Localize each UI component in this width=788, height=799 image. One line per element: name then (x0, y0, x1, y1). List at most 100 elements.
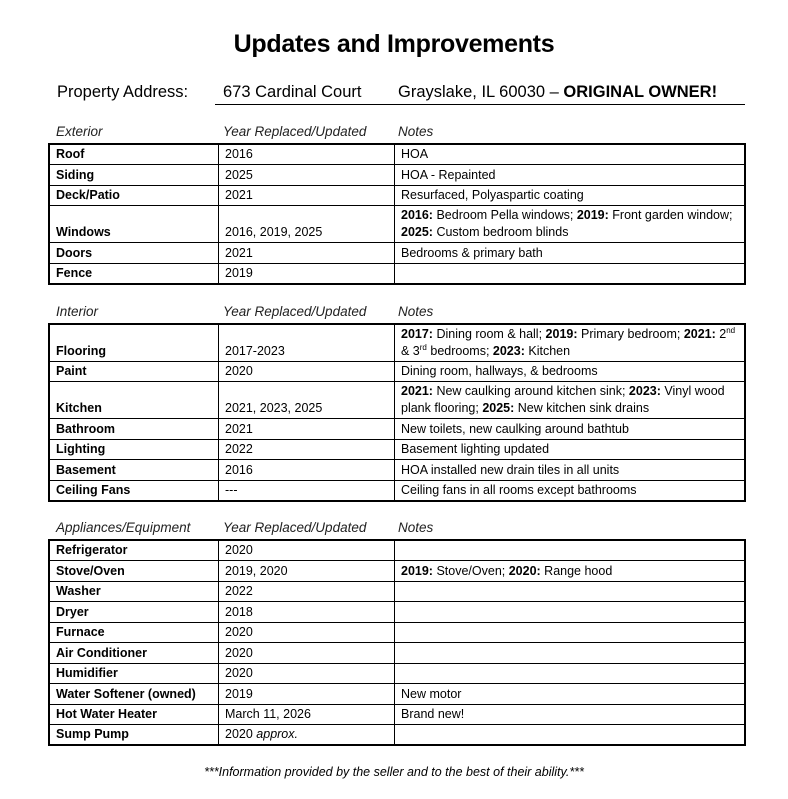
item-cell: Dryer (48, 601, 219, 623)
notes-text: 2016: (401, 208, 433, 222)
item-cell: Fence (48, 262, 219, 284)
table-row: Lighting 2022 Basement lighting updated (48, 438, 746, 460)
year-value: 2016 (225, 462, 253, 477)
year-value: 2021 (225, 245, 253, 260)
item-cell: Ceiling Fans (48, 479, 219, 501)
page-title: Updates and Improvements (233, 30, 555, 58)
item-cell: Furnace (48, 621, 219, 643)
item-cell: Sump Pump (48, 724, 219, 746)
notes-cell: 2016: Bedroom Pella windows; 2019: Front… (394, 205, 746, 243)
year-cell: 2021 (218, 418, 395, 440)
notes-text: Resurfaced, Polyaspartic coating (401, 188, 584, 202)
notes-text: bedrooms; (426, 343, 493, 358)
year-cell: 2016 (218, 459, 395, 481)
year-value: 2016, 2019, 2025 (225, 225, 323, 239)
notes-text: New motor (401, 686, 462, 701)
year-value: 2018 (225, 604, 253, 619)
year-suffix: approx. (252, 727, 298, 741)
year-cell: 2020 (218, 662, 395, 684)
year-value: 2020 (225, 543, 253, 557)
notes-cell: Dining room, hallways, & bedrooms (394, 360, 746, 382)
year-value: 2016 (225, 147, 253, 161)
notes-text: 2021: (683, 326, 716, 341)
item-cell: Deck/Patio (48, 184, 219, 206)
notes-cell: Bedrooms & primary bath (394, 242, 746, 264)
section-heading: Exterior (56, 124, 103, 139)
notes-cell (394, 621, 746, 643)
year-cell: 2019, 2020 (218, 560, 395, 582)
year-cell: 2017-2023 (218, 323, 395, 362)
item-cell: Basement (48, 459, 219, 481)
table-row: Basement 2016 HOA installed new drain tile… (48, 459, 746, 481)
section-header: Exterior Year Replaced/Updated Notes (48, 123, 746, 143)
address-underline (215, 104, 745, 105)
item-cell: Refrigerator (48, 539, 219, 561)
item-cell: Humidifier (48, 662, 219, 684)
year-value: 2017-2023 (225, 343, 285, 358)
section-table: Flooring 2017-2023 2017: Dining room & hal… (48, 323, 746, 502)
table-row: Hot Water Heater March 11, 2026 Brand new! (48, 703, 746, 725)
table-row: Refrigerator 2020 (48, 539, 746, 561)
table-row: Windows 2016, 2019, 2025 2016: Bedroom Pel… (48, 205, 746, 243)
year-value: 2020 (225, 645, 253, 660)
table-row: Paint 2020 Dining room, hallways, & bedroo… (48, 360, 746, 382)
section-header: Appliances/Equipment Year Replaced/Update… (48, 519, 746, 539)
table-row: Air Conditioner 2020 (48, 642, 746, 664)
notes-cell (394, 539, 746, 561)
section-heading: Interior (56, 304, 99, 319)
table-row: Siding 2025 HOA - Repainted (48, 164, 746, 186)
notes-text: HOA (401, 147, 429, 161)
year-value: 2020 (225, 727, 253, 741)
year-value: 2021, 2023, 2025 (225, 401, 323, 415)
notes-cell (394, 601, 746, 623)
year-value: 2019, 2020 (225, 563, 288, 578)
year-cell: 2020 (218, 539, 395, 561)
section-interior: Interior Year Replaced/Updated Notes Floori… (48, 303, 746, 502)
year-cell: --- (218, 479, 395, 501)
year-cell: March 11, 2026 (218, 703, 395, 725)
year-cell: 2025 (218, 164, 395, 186)
notes-cell: Resurfaced, Polyaspartic coating (394, 184, 746, 206)
section-heading: Appliances/Equipment (56, 520, 191, 535)
notes-cell: HOA - Repainted (394, 164, 746, 186)
item-cell: Hot Water Heater (48, 703, 219, 725)
table-row: Washer 2022 (48, 580, 746, 602)
notes-text: HOA - Repainted (401, 167, 496, 182)
notes-cell: 2019: Stove/Oven; 2020: Range hood (394, 560, 746, 582)
item-cell: Bathroom (48, 418, 219, 440)
notes-cell: 2021: New caulking around kitchen sink; … (394, 381, 746, 419)
notes-text: Dining room & hall; (432, 326, 546, 341)
notes-text: New kitchen sink drains (514, 401, 650, 415)
item-cell: Kitchen (48, 381, 219, 419)
year-value: 2020 (225, 364, 253, 378)
year-cell: 2022 (218, 438, 395, 460)
section-exterior: Exterior Year Replaced/Updated Notes Roof 20… (48, 123, 746, 285)
notes-text: New toilets, new caulking around bathtub (401, 421, 629, 436)
year-value: 2021 (225, 188, 253, 202)
notes-cell: Brand new! (394, 703, 746, 725)
notes-cell: New motor (394, 683, 746, 705)
address-label: Property Address: (57, 83, 189, 101)
notes-text: 2 (715, 326, 727, 341)
year-value: --- (225, 482, 238, 497)
item-cell: Roof (48, 143, 219, 165)
item-cell: Flooring (48, 323, 219, 362)
table-row: Ceiling Fans --- Ceiling fans in all rooms… (48, 479, 746, 501)
item-cell: Siding (48, 164, 219, 186)
notes-text: & 3 (401, 343, 420, 358)
notes-text: Kitchen (524, 343, 571, 358)
notes-text: 2023: (628, 384, 661, 398)
year-value: 2025 (225, 167, 253, 182)
year-cell: 2021 (218, 184, 395, 206)
year-cell: 2022 (218, 580, 395, 602)
year-cell: 2016 (218, 143, 395, 165)
notes-cell (394, 580, 746, 602)
column-header-notes: Notes (398, 124, 434, 139)
notes-cell (394, 662, 746, 684)
notes-text: Primary bedroom; (577, 326, 684, 341)
year-cell: 2020 approx. (218, 724, 395, 746)
column-header-year: Year Replaced/Updated (223, 520, 367, 535)
notes-text: Brand new! (401, 707, 465, 721)
column-header-year: Year Replaced/Updated (223, 124, 367, 139)
notes-text: Bedrooms & primary bath (401, 245, 543, 260)
